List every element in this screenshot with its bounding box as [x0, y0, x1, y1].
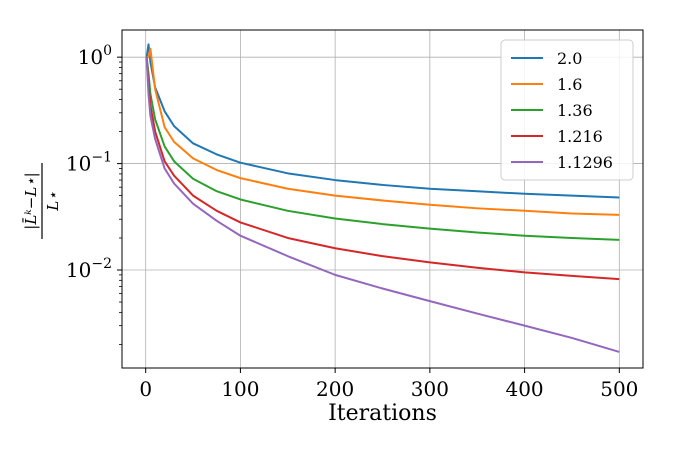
x-tick-label: 500: [600, 377, 638, 401]
series-line-1.6: [146, 47, 620, 216]
legend-label-1.6: 1.6: [557, 75, 582, 94]
x-tick-label: 400: [505, 377, 543, 401]
series-line-1.216: [145, 57, 620, 281]
y-axis-ticks: 100 10−1 10−2: [66, 43, 122, 345]
legend-label-1.216: 1.216: [557, 127, 603, 146]
x-axis-ticks: 0 100 200 300 400 500: [139, 368, 638, 401]
x-tick-label: 200: [316, 377, 354, 401]
series-lines: [145, 43, 620, 353]
y-tick-label: 10−2: [66, 256, 112, 282]
legend-box: [500, 39, 634, 181]
x-axis-label: Iterations: [328, 401, 437, 426]
y-tick-label: 100: [78, 43, 112, 69]
y-axis-label: |L̄ᵏ−L⋆| L⋆: [22, 163, 62, 239]
series-line-1.1296: [145, 57, 620, 353]
x-tick-label: 100: [221, 377, 259, 401]
legend: 2.0 1.6 1.36 1.216 1.1296: [500, 39, 634, 181]
legend-label-2.0: 2.0: [557, 49, 582, 68]
series-line-1.36: [145, 57, 620, 241]
x-tick-label: 0: [139, 377, 152, 401]
legend-label-1.1296: 1.1296: [557, 153, 613, 172]
y-axis-label-numerator: |L̄ᵏ−L⋆|: [22, 172, 40, 229]
y-axis-label-denominator: L⋆: [44, 191, 62, 211]
x-tick-label: 300: [411, 377, 449, 401]
legend-label-1.36: 1.36: [557, 101, 593, 120]
y-tick-label: 10−1: [66, 150, 112, 176]
plot-frame: [121, 29, 644, 369]
